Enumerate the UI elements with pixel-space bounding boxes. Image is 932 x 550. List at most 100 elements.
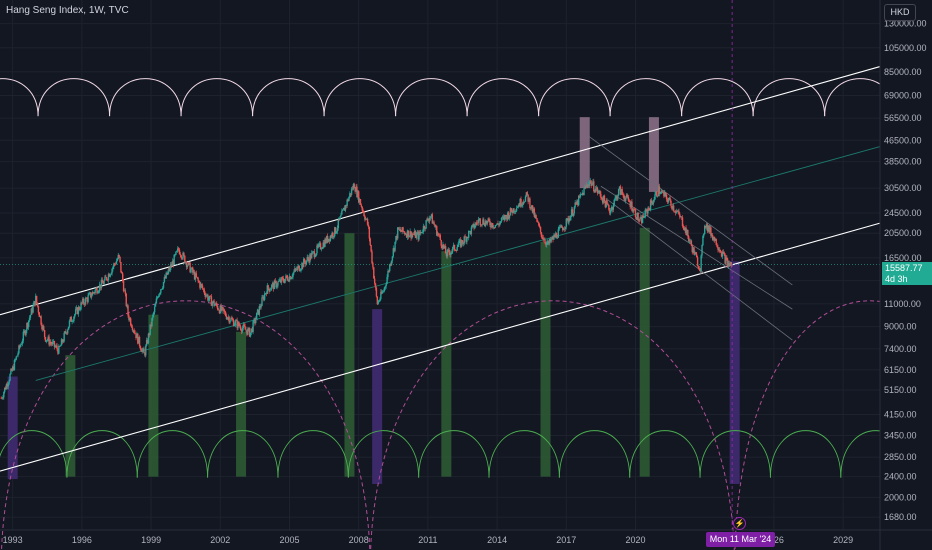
x-tick-label: 2020 [625, 535, 645, 545]
candle-body [324, 239, 326, 247]
candle-body [271, 284, 273, 289]
candle-body [501, 217, 504, 219]
candle-body [62, 341, 64, 343]
candle-body [40, 316, 42, 325]
candle-body [109, 274, 111, 277]
candle-body [588, 181, 591, 186]
candle-body [90, 295, 93, 298]
candle-body [328, 238, 331, 242]
candle-body [175, 251, 177, 255]
candle-body [502, 216, 505, 218]
candle-body [630, 201, 632, 207]
candle-body [617, 195, 619, 200]
candle-body [407, 230, 410, 238]
candle-body [308, 258, 310, 263]
candle-body [567, 218, 569, 223]
candle-body [156, 297, 158, 299]
candle-body [619, 186, 622, 195]
small-cycle-arch [0, 430, 68, 478]
candle-body [652, 201, 654, 205]
candle-body [645, 209, 647, 211]
candle-body [253, 319, 255, 322]
candle-body [191, 267, 193, 270]
candle-body [47, 336, 49, 340]
candle-body [597, 192, 599, 193]
candle-body [213, 300, 215, 306]
candle-body [117, 254, 119, 259]
candle-body [107, 274, 110, 281]
candle-body [25, 330, 27, 335]
candle-body [370, 244, 372, 252]
candle-body [225, 316, 228, 320]
candle-body [153, 312, 155, 315]
candle-body [443, 244, 445, 248]
candle-body [65, 331, 67, 333]
candle-body [426, 218, 428, 221]
candle-body [657, 186, 660, 197]
candle-body [648, 208, 650, 209]
candle-body [218, 310, 221, 314]
candle-body [315, 253, 317, 256]
candle-body [232, 319, 234, 320]
candle-body [545, 242, 547, 245]
candle-body [329, 235, 331, 242]
candle-body [432, 222, 434, 224]
candle-body [288, 276, 291, 282]
candle-body [546, 241, 549, 243]
candle-body [353, 184, 355, 189]
candle-body [478, 218, 481, 220]
candle-body [716, 245, 718, 248]
candle-body [413, 231, 416, 235]
candle-body [9, 374, 11, 381]
candle-body [493, 227, 496, 228]
candle-body [680, 216, 682, 218]
candle-body [551, 236, 553, 240]
candle-body [340, 214, 342, 217]
candle-body [224, 312, 227, 317]
candle-body [355, 186, 357, 192]
candle-body [487, 218, 489, 221]
candle-body [183, 252, 185, 256]
candle-body [675, 211, 678, 213]
candle-body [394, 241, 396, 251]
currency-button[interactable]: HKD [884, 4, 916, 21]
candle-body [571, 209, 574, 216]
candle-body [146, 340, 149, 344]
candle-body [285, 275, 287, 280]
candle-body [670, 200, 672, 206]
candle-body [688, 240, 691, 242]
candle-body [4, 387, 6, 393]
candle-body [255, 312, 258, 319]
candle-body [496, 223, 498, 225]
candle-body [56, 345, 58, 350]
y-tick-label: 3450.00 [884, 430, 917, 440]
candle-body [399, 229, 402, 232]
candle-body [69, 316, 72, 321]
candle-body [231, 318, 233, 320]
candle-body [475, 222, 478, 224]
candle-body [460, 240, 463, 247]
candle-body [281, 277, 284, 279]
candle-body [436, 226, 438, 236]
candle-body [204, 293, 206, 297]
candle-body [121, 273, 124, 282]
large-cycle-arch [395, 78, 468, 117]
candle-body [259, 306, 261, 308]
candle-body [438, 234, 441, 236]
y-tick-label: 2400.00 [884, 472, 917, 482]
candle-body [585, 186, 587, 188]
candle-body [21, 340, 24, 344]
candle-body [265, 292, 268, 294]
candle-body [277, 281, 279, 286]
candle-body [293, 271, 295, 273]
candle-body [520, 198, 522, 206]
candle-body [390, 260, 393, 266]
green-cycle-bar [148, 314, 159, 477]
lightning-icon[interactable]: ⚡ [733, 517, 746, 530]
candle-body [385, 283, 387, 287]
candle-body [161, 287, 164, 289]
candle-body [331, 232, 333, 238]
candle-body [197, 277, 199, 281]
candle-body [449, 252, 451, 256]
